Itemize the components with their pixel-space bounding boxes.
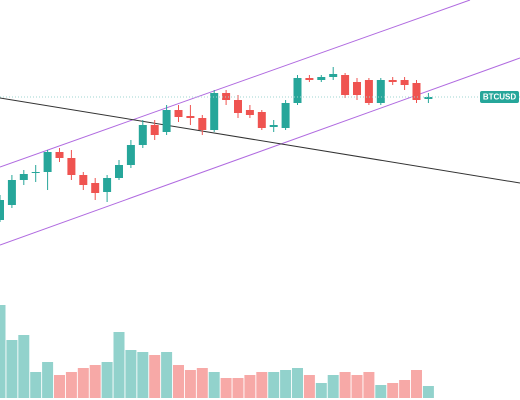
volume-bar <box>387 383 399 398</box>
volume-bar <box>327 375 339 398</box>
candle-body <box>317 77 326 80</box>
volume-bar <box>411 370 422 398</box>
candle-body <box>79 175 88 185</box>
channel-lower <box>0 57 520 246</box>
volume-bar <box>149 355 161 398</box>
candle-body <box>186 116 195 118</box>
volume-bar <box>18 335 30 398</box>
symbol-badge <box>480 91 519 103</box>
candle-body <box>353 82 361 95</box>
candle-body <box>174 110 183 117</box>
candle-body <box>138 125 147 145</box>
candle-body <box>293 78 302 103</box>
volume-bar <box>113 332 125 398</box>
candle-body <box>115 165 123 178</box>
volume-bar <box>196 368 208 398</box>
volume-bar <box>244 375 256 398</box>
candle-body <box>234 100 242 113</box>
candle-body <box>43 152 52 172</box>
volume-bar <box>220 378 232 398</box>
candle-body <box>329 74 338 77</box>
candle-body <box>150 125 159 135</box>
candle-body <box>67 158 76 175</box>
candle-body <box>222 93 231 100</box>
volume-bar <box>315 383 327 398</box>
volume-bar <box>232 378 244 398</box>
volume-bar <box>101 362 113 398</box>
channel-upper <box>0 0 471 168</box>
candle-body <box>257 112 266 128</box>
candle-body <box>400 80 409 85</box>
volume-bar <box>422 386 434 398</box>
volume-bar <box>65 372 77 398</box>
candle-body <box>424 97 433 99</box>
volume-bar <box>54 375 65 398</box>
candle-body <box>31 172 40 173</box>
candle-body <box>269 125 278 127</box>
volume-bar <box>363 372 375 398</box>
volume-bar <box>280 370 292 398</box>
volume-bar <box>375 385 387 398</box>
volume-bar <box>161 352 173 398</box>
volume-bar <box>6 340 18 398</box>
candle-body <box>162 110 171 132</box>
candle-body <box>305 78 314 80</box>
symbol-label: BTCUSD <box>483 93 517 102</box>
candle-body <box>388 80 397 82</box>
volume-bar <box>399 380 411 398</box>
candle-body <box>412 83 421 100</box>
volume-bar <box>351 375 363 398</box>
volume-bar <box>339 372 351 398</box>
candle-body <box>281 103 290 128</box>
candle-body <box>376 80 385 103</box>
volume-bar <box>89 365 101 398</box>
candle-body <box>91 183 100 193</box>
candle-body <box>198 118 207 130</box>
trend-line <box>0 97 520 184</box>
candle-body <box>55 152 64 158</box>
volume-bar <box>292 368 303 398</box>
candle-body <box>7 180 16 205</box>
candle-body <box>19 174 28 180</box>
volume-bar <box>125 350 137 398</box>
volume-bar <box>30 372 42 398</box>
volume-pane <box>0 305 434 398</box>
candle-body <box>364 80 373 103</box>
volume-bar <box>137 352 149 398</box>
candle-body <box>0 200 4 220</box>
volume-bar <box>0 305 6 398</box>
price-label: BTCUSD <box>0 91 520 103</box>
volume-bar <box>268 372 280 398</box>
candle-body <box>210 93 219 130</box>
volume-bar <box>173 365 184 398</box>
volume-bar <box>77 368 89 398</box>
volume-bar <box>208 372 220 398</box>
price-pane <box>0 67 433 222</box>
candle-body <box>103 178 112 192</box>
volume-bar <box>303 375 315 398</box>
volume-bar <box>256 372 268 398</box>
candle-body <box>341 75 350 95</box>
volume-bar <box>42 362 54 398</box>
candle-body <box>126 145 135 165</box>
candle-body <box>245 110 254 115</box>
volume-bar <box>184 370 196 398</box>
